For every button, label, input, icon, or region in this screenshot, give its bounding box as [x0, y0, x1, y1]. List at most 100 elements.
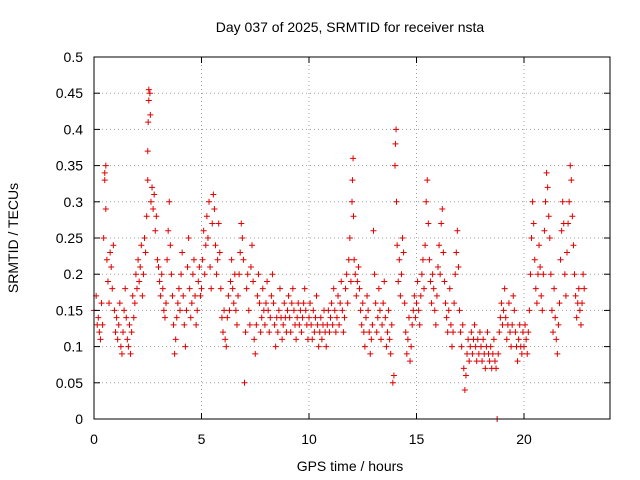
- data-point: [423, 198, 430, 205]
- data-point: [204, 235, 211, 241]
- data-point: [456, 307, 463, 314]
- y-tick-label: 0.05: [56, 375, 83, 391]
- data-point: [261, 321, 268, 328]
- data-point: [473, 358, 480, 365]
- x-tick-label: 10: [301, 431, 317, 447]
- data-point: [168, 271, 175, 278]
- data-point: [314, 321, 321, 328]
- data-point: [349, 177, 356, 184]
- data-point: [175, 285, 182, 292]
- x-tick-label: 20: [516, 431, 532, 447]
- data-point: [378, 336, 385, 343]
- data-point: [500, 307, 507, 314]
- data-point: [187, 314, 194, 321]
- data-point: [114, 336, 121, 343]
- data-point: [342, 285, 349, 292]
- data-point: [454, 227, 461, 234]
- data-point: [146, 90, 153, 97]
- data-point: [525, 329, 532, 336]
- data-point: [195, 278, 202, 285]
- data-point: [232, 307, 239, 314]
- data-point: [370, 227, 377, 234]
- data-point: [430, 285, 437, 292]
- data-point: [154, 256, 161, 263]
- data-point: [345, 256, 352, 263]
- data-point: [246, 321, 253, 328]
- data-point: [405, 314, 412, 321]
- y-tick-label: 0.2: [64, 266, 84, 282]
- data-point: [374, 314, 381, 321]
- data-point: [298, 329, 305, 336]
- data-point: [427, 278, 434, 285]
- data-point: [241, 379, 248, 386]
- data-point: [411, 292, 418, 299]
- data-point: [99, 321, 106, 328]
- data-point: [97, 336, 104, 343]
- data-point: [267, 314, 274, 321]
- data-point: [529, 198, 536, 205]
- data-point: [151, 191, 158, 198]
- data-point: [424, 177, 431, 184]
- data-point: [572, 292, 579, 299]
- data-point: [218, 314, 225, 321]
- data-point: [457, 329, 464, 336]
- data-point: [354, 278, 361, 285]
- data-point: [250, 278, 257, 285]
- data-point: [180, 292, 187, 299]
- data-point: [359, 300, 366, 307]
- data-point: [290, 307, 297, 314]
- data-point: [389, 379, 396, 386]
- y-tick-label: 0.25: [56, 230, 83, 246]
- data-point: [190, 256, 197, 263]
- data-point: [521, 343, 527, 350]
- data-point: [185, 235, 192, 241]
- data-point: [124, 336, 131, 343]
- data-point: [550, 329, 557, 336]
- data-point: [167, 242, 174, 249]
- data-point: [458, 343, 465, 350]
- data-point: [214, 256, 221, 263]
- data-point: [442, 300, 449, 307]
- data-point: [233, 321, 240, 328]
- data-point: [188, 300, 195, 307]
- data-point: [335, 292, 342, 299]
- data-point: [274, 329, 281, 336]
- chart-title: Day 037 of 2025, SRMTID for receiver nst…: [216, 19, 485, 35]
- data-point: [438, 220, 445, 227]
- data-point: [164, 256, 171, 263]
- data-point: [429, 271, 436, 278]
- data-point: [443, 314, 450, 321]
- data-point: [300, 300, 307, 307]
- data-point: [489, 350, 496, 357]
- data-point: [159, 285, 166, 292]
- data-point: [496, 329, 503, 336]
- grid-lines: [94, 57, 610, 419]
- y-tick-label: 0: [75, 411, 83, 427]
- data-point: [108, 263, 115, 270]
- data-point: [541, 227, 548, 234]
- data-point: [276, 285, 283, 292]
- data-point: [198, 285, 205, 292]
- data-point: [542, 198, 549, 205]
- data-point: [143, 213, 150, 220]
- data-point: [249, 242, 256, 249]
- data-point: [106, 300, 113, 307]
- data-point: [145, 119, 152, 126]
- data-point: [210, 191, 217, 198]
- data-point: [318, 336, 325, 343]
- data-point: [183, 307, 190, 314]
- data-point: [547, 271, 554, 278]
- data-point: [573, 314, 580, 321]
- data-point: [453, 249, 460, 256]
- data-point: [426, 256, 433, 263]
- data-point: [543, 169, 550, 176]
- data-point: [437, 271, 444, 278]
- data-point: [287, 329, 294, 336]
- data-point: [336, 321, 343, 328]
- data-points: [91, 86, 588, 422]
- data-point: [577, 321, 584, 328]
- data-point: [254, 292, 261, 299]
- data-point: [235, 292, 242, 299]
- data-point: [364, 292, 371, 299]
- data-point: [464, 350, 471, 357]
